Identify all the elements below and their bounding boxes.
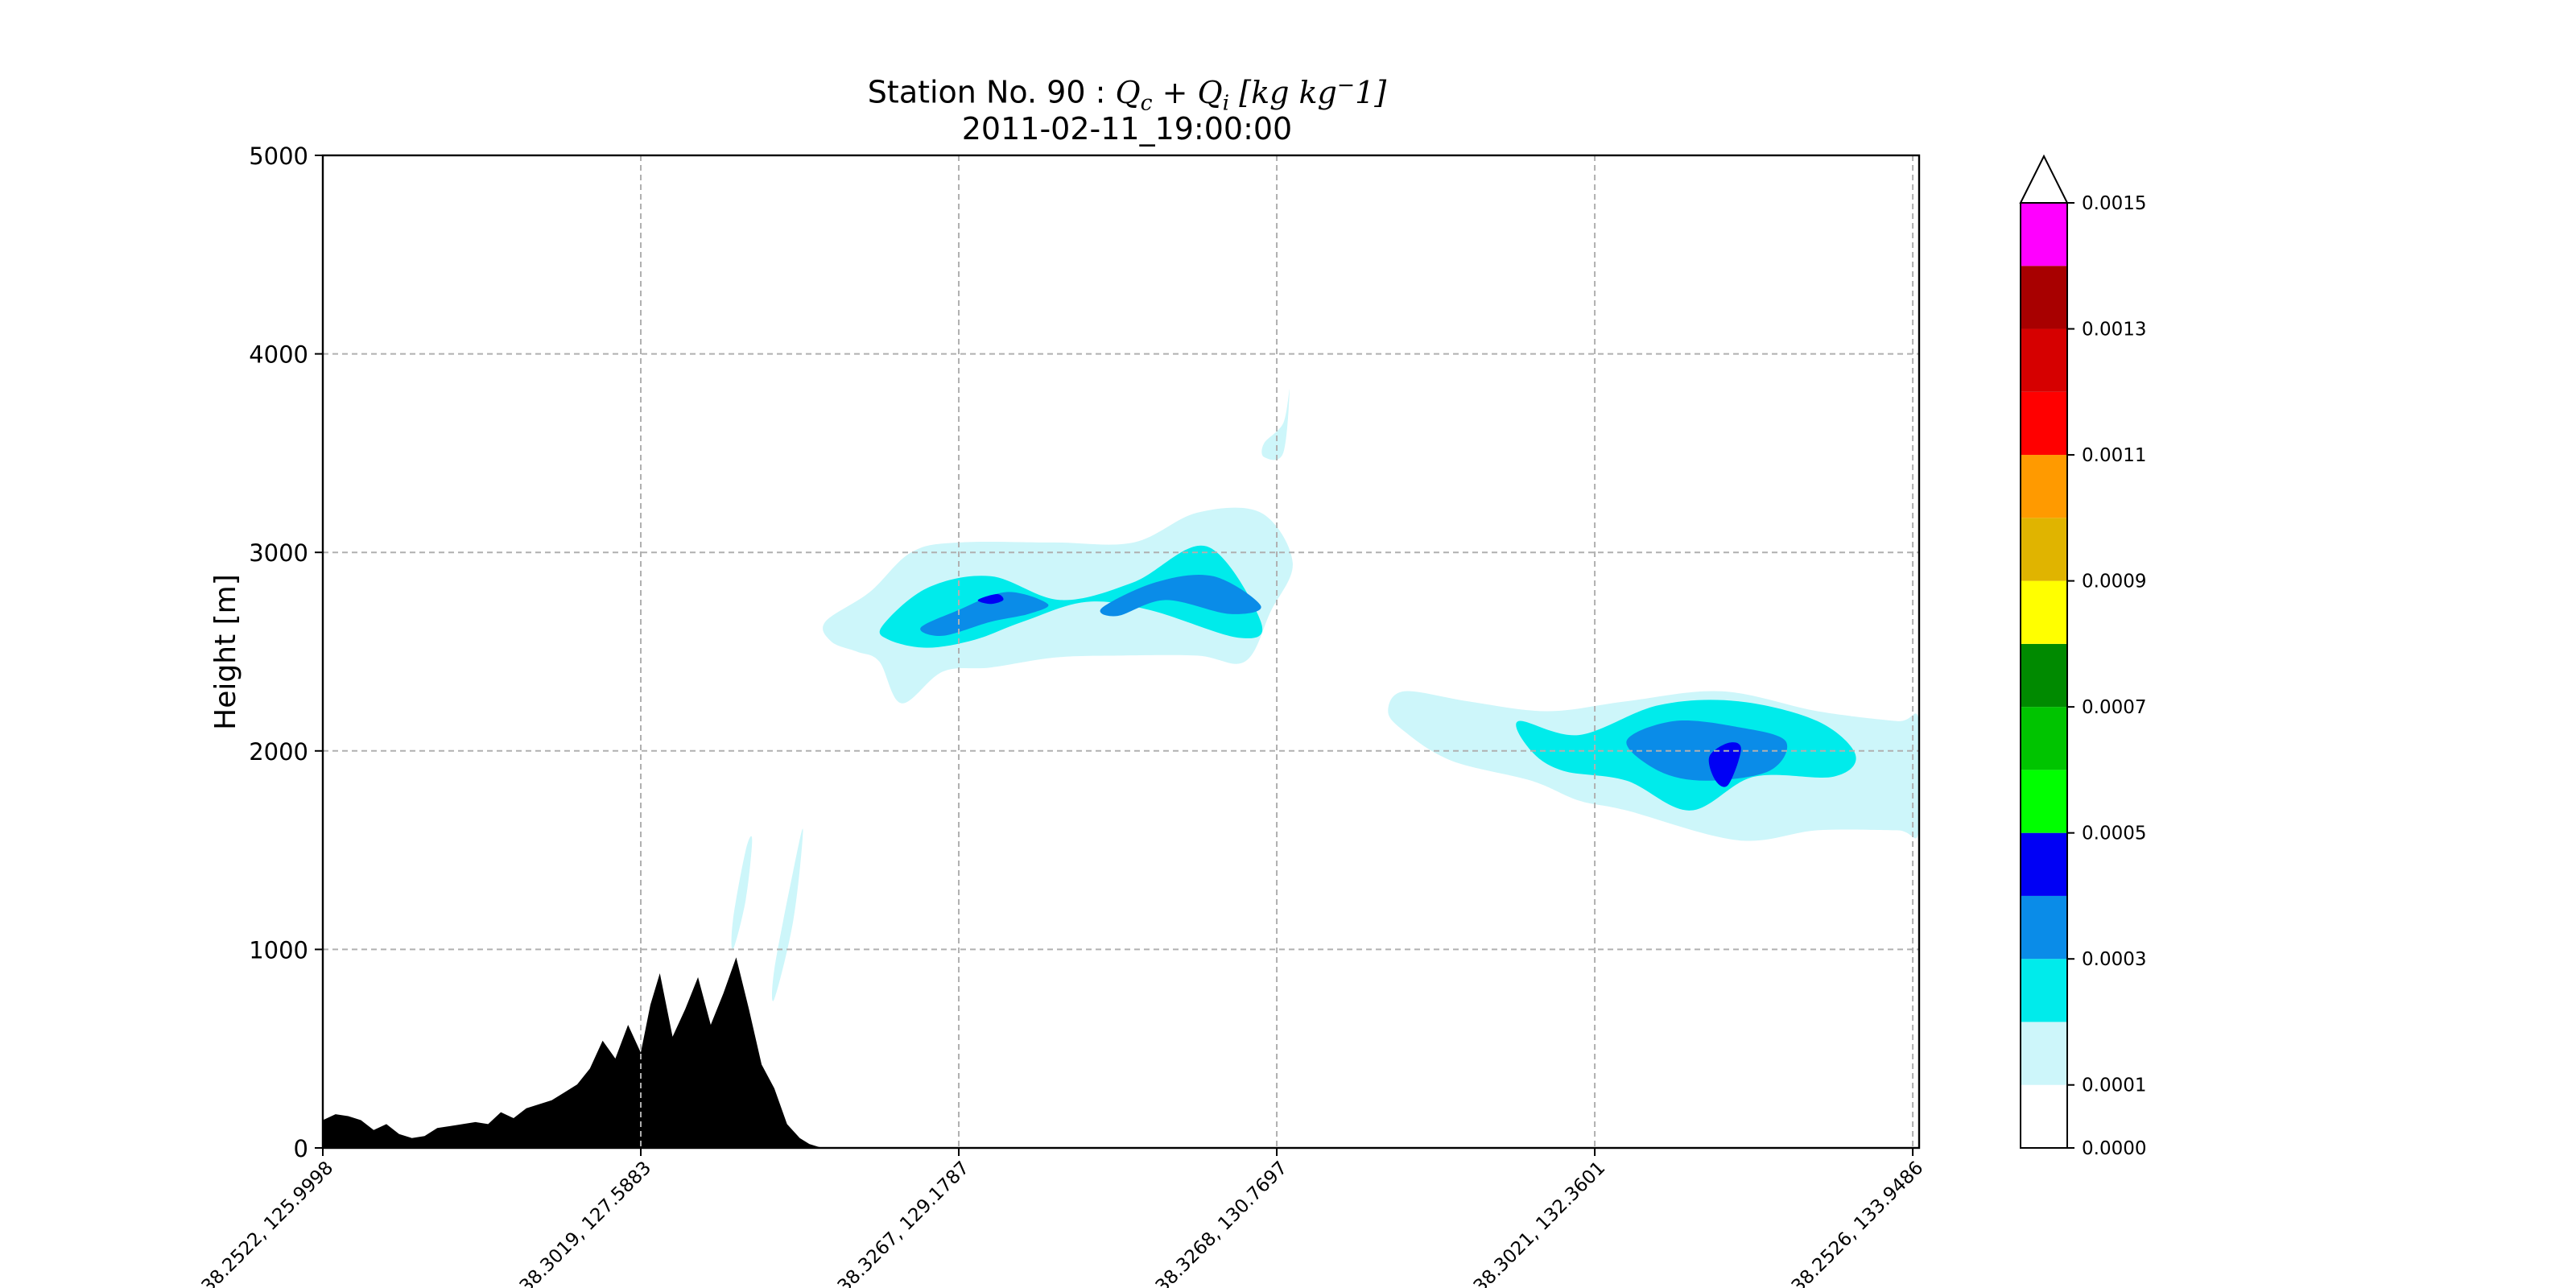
x-tick-label: 38.3021, 132.3601 [1470,1158,1610,1288]
colorbar-frame [2020,202,2068,1149]
y-tick-label: 1000 [249,936,308,964]
contour-layer [731,389,1919,1001]
colorbar-segment [2021,1022,2067,1085]
colorbar-segment [2021,391,2067,456]
colorbar-segment [2021,518,2067,581]
grid-layer [323,155,1919,1148]
x-tick-label: 38.3268, 130.7697 [1152,1158,1292,1288]
y-tick-label: 2000 [249,738,308,766]
contour-region-2 [1261,389,1290,460]
colorbar-tick-label: 0.0011 [2082,445,2146,466]
colorbar-tick-label: 0.0005 [2082,824,2146,844]
colorbar-segment [2021,770,2067,833]
colorbar-segment [2021,328,2067,392]
y-axis: 0 1000 2000 3000 4000 5000 [249,142,323,1162]
colorbar-segment [2021,707,2067,770]
colorbar-segment [2021,580,2067,644]
colorbar-tick-label: 0.0003 [2082,949,2146,970]
colorbar-tick-label: 0.0007 [2082,697,2146,718]
contour-region-10 [977,594,1004,605]
x-tick-label: 38.3267, 129.1787 [834,1158,974,1288]
chart-title-line1: Station No. 90 : Qc + Qi [kg kg−1] [0,72,2254,115]
x-axis: 38.2522, 125.9998 38.3019, 127.5883 38.326… [198,1148,1928,1288]
contour-region-3 [731,836,753,950]
colorbar-tick-label: 0.0009 [2082,572,2146,592]
contour-region-4 [771,828,803,1001]
chart-title-line2: 2011-02-11_19:00:00 [961,111,1293,147]
colorbar-tick-label: 0.0000 [2082,1138,2146,1159]
chart-title-prefix: Station No. 90 : [867,74,1116,110]
colorbar-segment [2021,832,2067,896]
colorbar-segment [2021,895,2067,960]
x-tick-label: 38.2526, 133.9486 [1788,1158,1928,1288]
colorbar-segment [2021,643,2067,708]
colorbar-segment [2021,959,2067,1022]
y-tick-label: 5000 [249,142,308,170]
x-tick-label: 38.3019, 127.5883 [516,1158,656,1288]
terrain-fill [323,957,832,1148]
colorbar-extend-arrow [2019,154,2069,204]
colorbar-segment [2021,1084,2067,1148]
x-tick-label: 38.2522, 125.9998 [198,1158,338,1288]
colorbar-segment [2021,455,2067,518]
y-axis-label: Height [m] [209,574,242,730]
colorbar-segment [2021,203,2067,266]
chart-title-math: Qc + Qi [kg kg−1] [1115,72,1387,116]
y-tick-label: 3000 [249,539,308,567]
colorbar-tick-label: 0.0015 [2082,193,2146,214]
colorbar: 0.0000 0.0001 0.0003 0.0005 0.0007 0.0009 0.00… [2019,154,2146,1159]
contour-region-11 [1708,742,1741,787]
plot-frame [321,154,1921,1150]
y-tick-label: 4000 [249,341,308,369]
colorbar-tick-label: 0.0001 [2082,1075,2146,1096]
terrain-layer [323,957,832,1148]
colorbar-segment [2021,266,2067,329]
contour-region-7 [920,592,1049,636]
contour-region-8 [1100,574,1261,617]
colorbar-tick-label: 0.0013 [2082,320,2146,341]
y-tick-label: 0 [294,1135,308,1162]
